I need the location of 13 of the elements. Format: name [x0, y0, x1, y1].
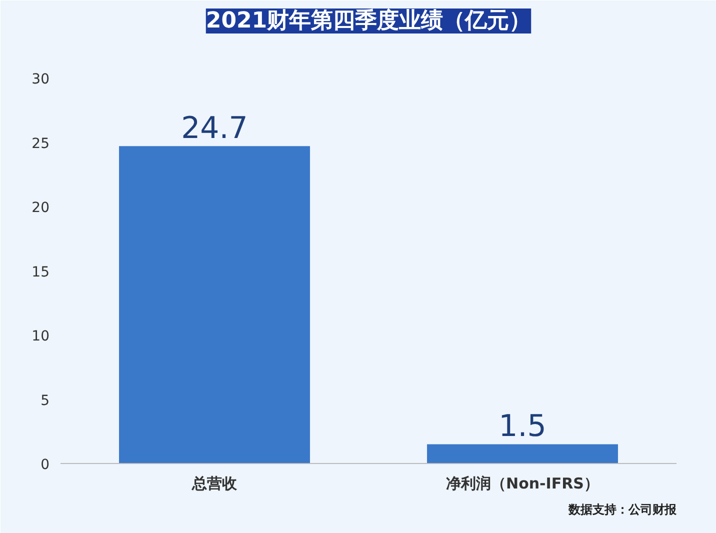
x-tick-label: 总营收	[191, 474, 238, 492]
data-label: 1.5	[498, 409, 546, 444]
y-tick-label: 5	[40, 392, 50, 409]
y-tick-label: 0	[40, 457, 50, 473]
data-label: 24.7	[181, 111, 248, 146]
chart-title: 2021财年第四季度业绩（亿元）	[206, 8, 532, 34]
y-tick-label: 15	[32, 264, 50, 280]
y-tick-label: 30	[32, 72, 50, 88]
x-tick-label: 净利润（Non-IFRS）	[446, 474, 599, 492]
text: 数据支持：公司财报	[568, 502, 678, 516]
y-tick-label: 10	[32, 328, 50, 345]
y-tick-label: 25	[32, 136, 50, 152]
y-tick-label: 20	[32, 200, 50, 216]
